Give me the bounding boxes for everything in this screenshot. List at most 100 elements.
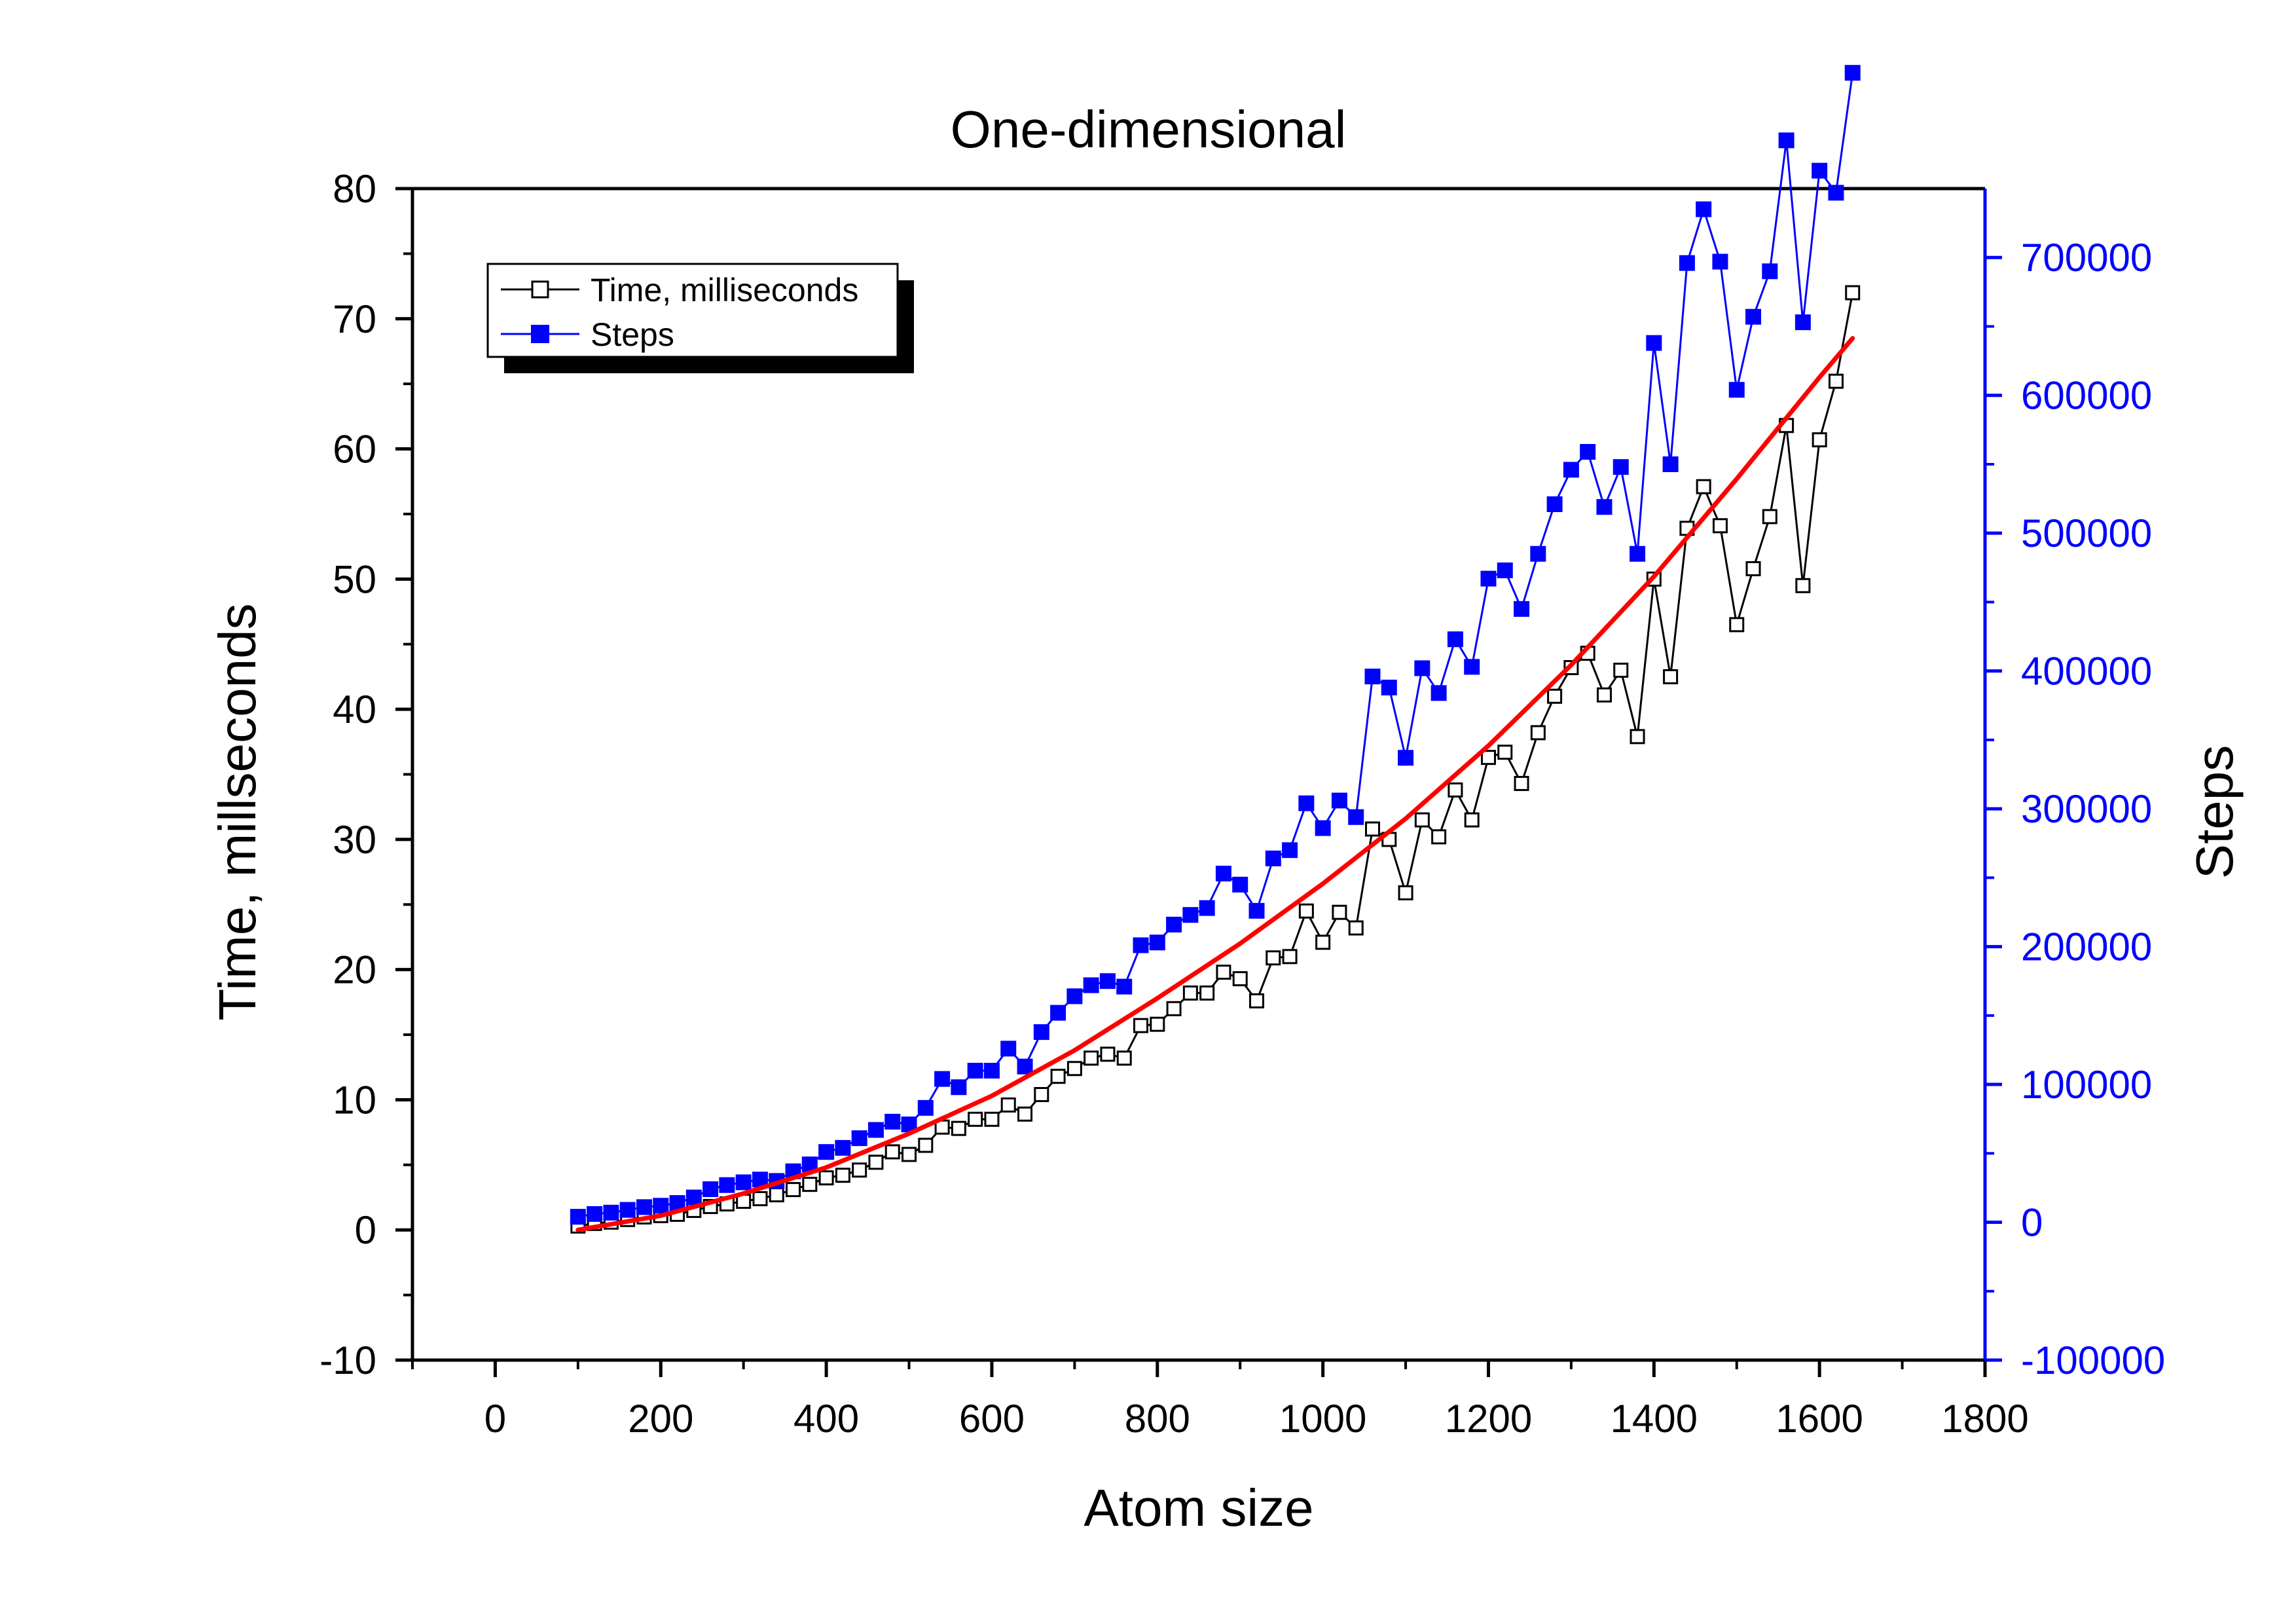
steps-marker: [1099, 973, 1116, 989]
steps-marker: [1580, 443, 1596, 460]
steps-marker: [1679, 255, 1695, 271]
steps-marker: [1745, 308, 1762, 325]
time-marker: [1448, 782, 1463, 798]
steps-marker: [884, 1113, 901, 1130]
time-marker: [1414, 812, 1430, 828]
steps-marker: [570, 1209, 586, 1225]
time-marker: [1431, 829, 1447, 845]
time-marker: [1133, 1018, 1149, 1033]
time-marker: [1613, 662, 1629, 678]
time-marker: [802, 1177, 818, 1192]
y2-ticks: -100000 0 100000 200000 300000 400000 500000 60…: [1985, 236, 2165, 1382]
y2-tick-label: 500000: [2021, 511, 2152, 555]
steps-marker: [917, 1099, 934, 1116]
y2-tick-label: 200000: [2021, 925, 2152, 969]
time-marker: [1166, 1001, 1182, 1016]
steps-marker: [934, 1071, 951, 1087]
time-marker: [1017, 1106, 1033, 1122]
steps-marker: [1430, 685, 1447, 701]
steps-marker: [636, 1199, 652, 1215]
y-tick-label: 80: [333, 167, 376, 211]
y2-tick-label: 600000: [2021, 374, 2152, 418]
time-marker: [835, 1168, 850, 1183]
steps-marker: [1215, 866, 1231, 882]
steps-marker: [1348, 809, 1364, 825]
x-tick-label: 0: [484, 1397, 506, 1441]
time-marker: [1116, 1050, 1132, 1066]
time-marker: [1216, 965, 1231, 980]
steps-marker: [851, 1130, 867, 1147]
legend-time-marker: [531, 280, 549, 299]
y-ticks: -10 0 10 20 30 40 50 60 70 80: [319, 167, 412, 1382]
time-marker: [1795, 578, 1811, 593]
y-tick-label: 40: [333, 688, 376, 731]
time-marker: [769, 1187, 784, 1203]
time-marker: [1398, 885, 1413, 900]
time-marker: [884, 1144, 900, 1160]
x-tick-label: 800: [1125, 1397, 1190, 1441]
steps-marker: [1116, 978, 1133, 995]
steps-marker: [1514, 600, 1530, 617]
y2-tick-label: 400000: [2021, 650, 2152, 693]
time-marker: [984, 1111, 1000, 1127]
steps-marker: [1497, 563, 1513, 579]
x-tick-label: 1800: [1941, 1397, 2028, 1441]
steps-marker: [1646, 335, 1662, 351]
legend-steps-marker: [531, 325, 549, 343]
time-marker: [1248, 993, 1264, 1008]
steps-marker: [1166, 916, 1182, 932]
time-marker: [1530, 725, 1546, 741]
chart-title: One-dimensional: [951, 100, 1347, 158]
fit-curve: [575, 336, 1855, 1232]
steps-marker: [1414, 660, 1430, 676]
x-tick-label: 1200: [1445, 1397, 1532, 1441]
steps-marker: [1298, 795, 1315, 811]
time-marker: [918, 1137, 934, 1153]
y2-tick-label: 300000: [2021, 787, 2152, 831]
steps-marker: [1398, 750, 1414, 766]
steps-marker: [603, 1204, 619, 1221]
steps-marker: [735, 1174, 752, 1190]
time-marker: [1266, 950, 1281, 966]
time-marker: [1696, 479, 1711, 494]
steps-marker: [1844, 65, 1861, 81]
legend-time-label: Time, milliseconds: [591, 272, 858, 308]
steps-marker: [1728, 382, 1745, 398]
y-axis-title: Time, millseconds: [208, 603, 266, 1020]
time-marker: [902, 1147, 917, 1162]
time-marker: [1547, 688, 1563, 704]
steps-marker: [653, 1198, 669, 1214]
time-marker: [1182, 985, 1198, 1001]
steps-marker: [1762, 263, 1778, 280]
time-marker: [1066, 1061, 1082, 1077]
time-marker: [868, 1154, 884, 1170]
time-marker: [1364, 821, 1380, 837]
time-marker: [1828, 373, 1844, 389]
time-marker: [1332, 904, 1347, 920]
time-marker: [1232, 971, 1248, 987]
steps-marker: [1017, 1058, 1033, 1075]
steps-marker: [1828, 185, 1844, 201]
steps-marker: [1232, 876, 1248, 893]
steps-marker: [1199, 900, 1215, 916]
x-tick-label: 1600: [1776, 1397, 1863, 1441]
legend: Time, milliseconds Steps: [486, 263, 914, 373]
x-ticks: 0 200 400 600 800 1000 1200 1400 1600 1800: [411, 1360, 2029, 1441]
time-marker: [1712, 518, 1728, 534]
time-marker: [1315, 934, 1331, 950]
steps-marker: [1331, 792, 1347, 809]
steps-marker: [1712, 253, 1728, 270]
time-marker: [1084, 1050, 1099, 1066]
steps-marker: [1613, 459, 1629, 475]
time-marker: [951, 1120, 966, 1136]
steps-marker: [1083, 977, 1099, 993]
steps-marker: [1563, 462, 1579, 478]
y-tick-label: 70: [333, 297, 376, 341]
legend-box: [486, 263, 899, 358]
steps-marker: [835, 1139, 851, 1156]
steps-marker: [1630, 545, 1646, 562]
y2-tick-label: -100000: [2021, 1338, 2165, 1382]
time-marker: [968, 1111, 983, 1127]
series-layer: [570, 65, 1861, 1234]
time-marker: [1812, 432, 1827, 448]
